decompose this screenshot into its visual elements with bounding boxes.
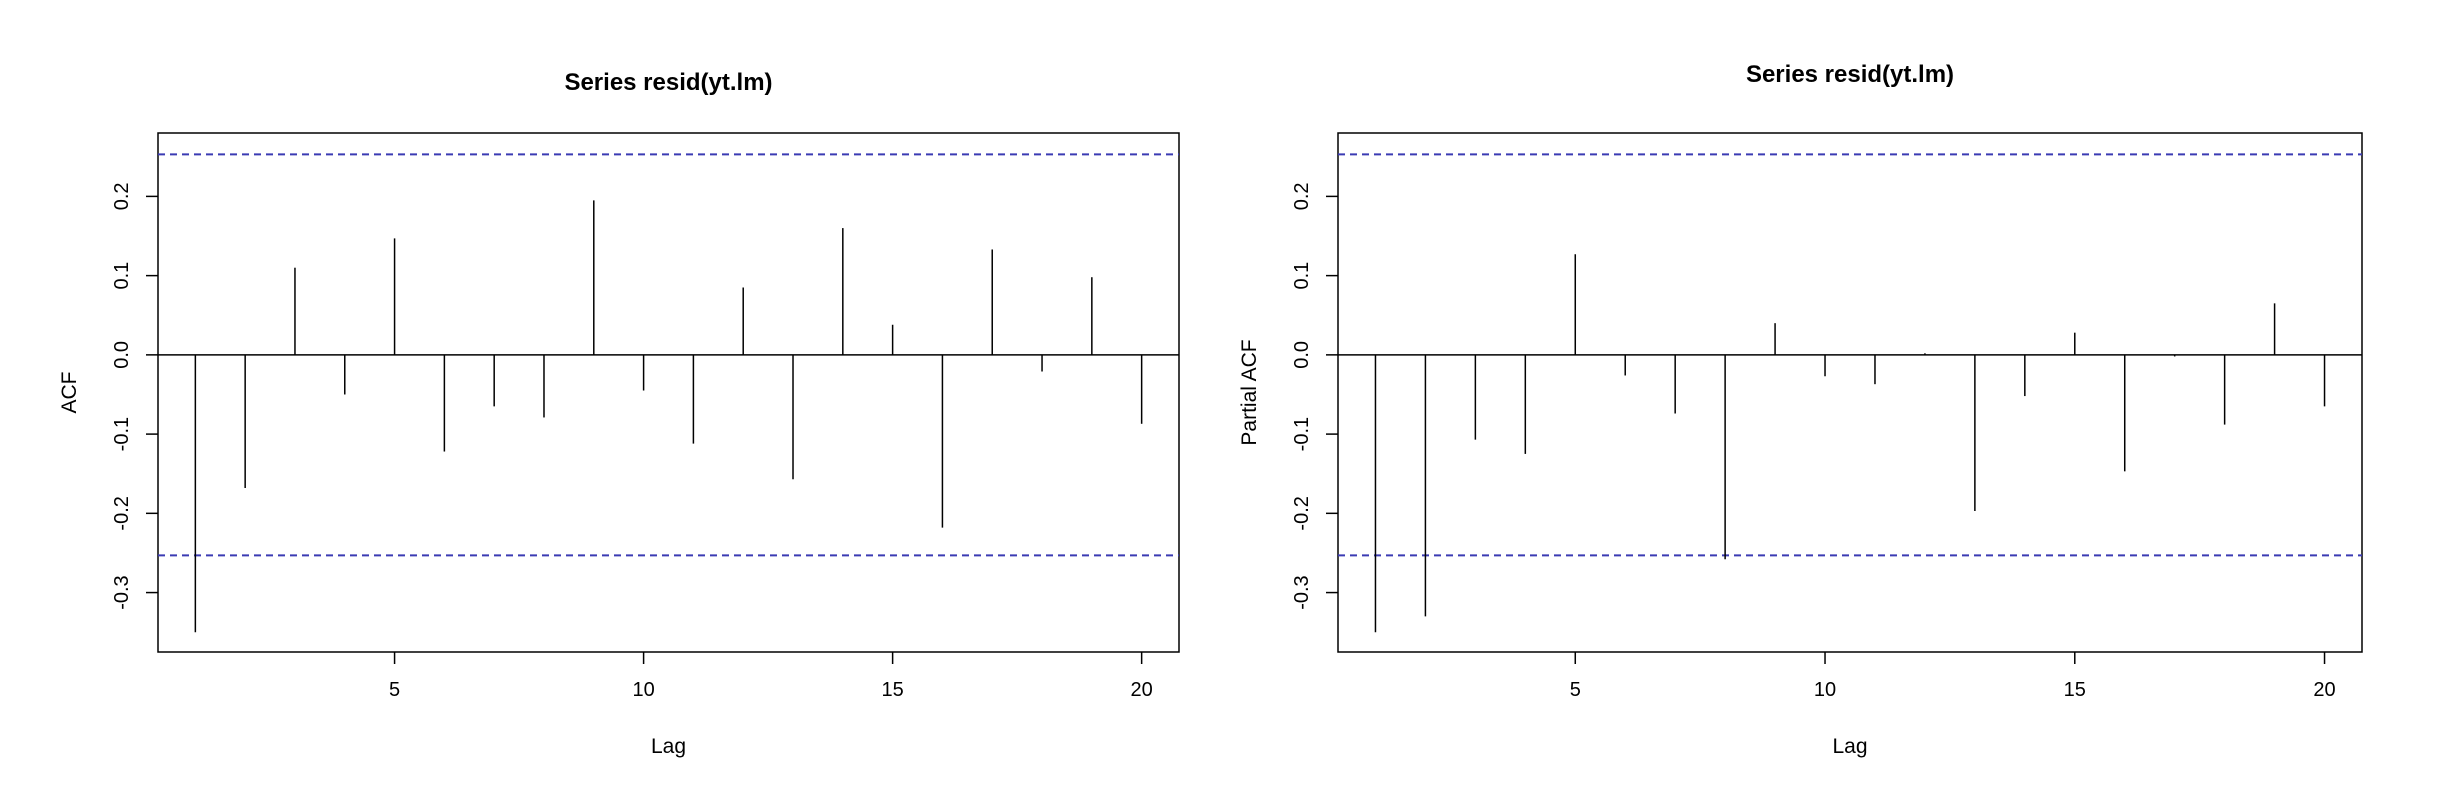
chart-panel-pacf: Series resid(yt.lm) 5 10 15 20 -0.3 -0.2 -0.1 0.… [1238, 61, 2363, 758]
x-tick-label: 10 [1814, 679, 1836, 701]
x-axis-label: Lag [651, 735, 686, 758]
y-tick-label: -0.2 [1291, 496, 1313, 530]
y-tick-label: -0.3 [1291, 575, 1313, 609]
y-tick-label: 0.1 [111, 262, 133, 290]
plot-frame [1337, 132, 2363, 653]
y-tick-label: -0.1 [111, 417, 133, 451]
x-tick-label: 20 [2313, 679, 2335, 701]
x-tick-label: 20 [1131, 679, 1153, 701]
y-tick-label: 0.2 [111, 182, 133, 210]
chart-title: Series resid(yt.lm) [564, 69, 772, 96]
y-axis-label: ACF [58, 372, 81, 414]
plot-frame [157, 132, 1180, 653]
x-tick-label: 15 [881, 679, 903, 701]
y-tick-label: 0.2 [1291, 182, 1313, 210]
y-tick-label: 0.0 [111, 341, 133, 369]
y-tick-label: -0.2 [111, 496, 133, 530]
x-tick-label: 10 [632, 679, 654, 701]
y-tick-label: 0.0 [1291, 341, 1313, 369]
y-tick-label: 0.1 [1291, 262, 1313, 290]
y-tick-label: -0.1 [1291, 417, 1313, 451]
chart-title: Series resid(yt.lm) [1746, 61, 1954, 88]
x-tick-label: 5 [389, 679, 400, 701]
chart-panel-acf: Series resid(yt.lm) 5 10 15 20 -0.3 -0.2 -0.1 0.… [58, 69, 1180, 758]
y-tick-label: -0.3 [111, 575, 133, 609]
x-tick-label: 5 [1570, 679, 1581, 701]
y-axis-label: Partial ACF [1238, 339, 1261, 445]
x-tick-label: 15 [2064, 679, 2086, 701]
x-axis-label: Lag [1832, 735, 1867, 758]
